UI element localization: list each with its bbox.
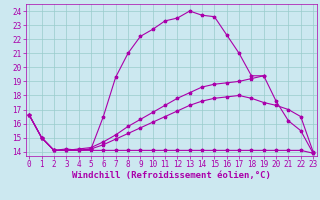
- X-axis label: Windchill (Refroidissement éolien,°C): Windchill (Refroidissement éolien,°C): [72, 171, 271, 180]
